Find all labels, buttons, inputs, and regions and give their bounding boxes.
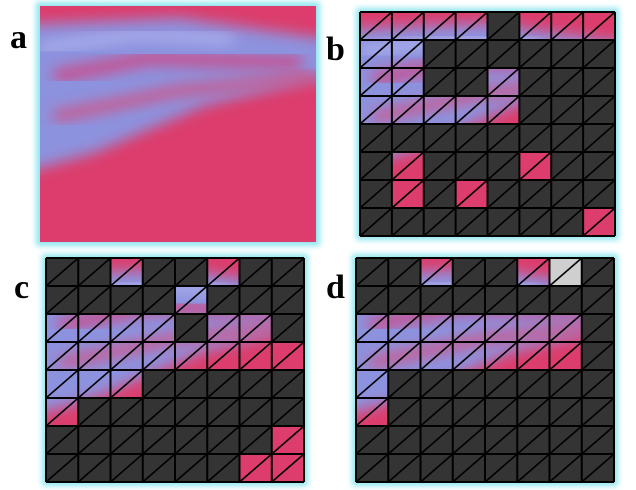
figure: a b c d <box>0 0 636 490</box>
panels <box>12 2 636 486</box>
image <box>12 6 343 242</box>
panel-label: a <box>10 19 27 56</box>
panel-label: b <box>326 31 345 68</box>
panel-label: d <box>326 269 345 306</box>
panel-label: c <box>14 269 29 306</box>
